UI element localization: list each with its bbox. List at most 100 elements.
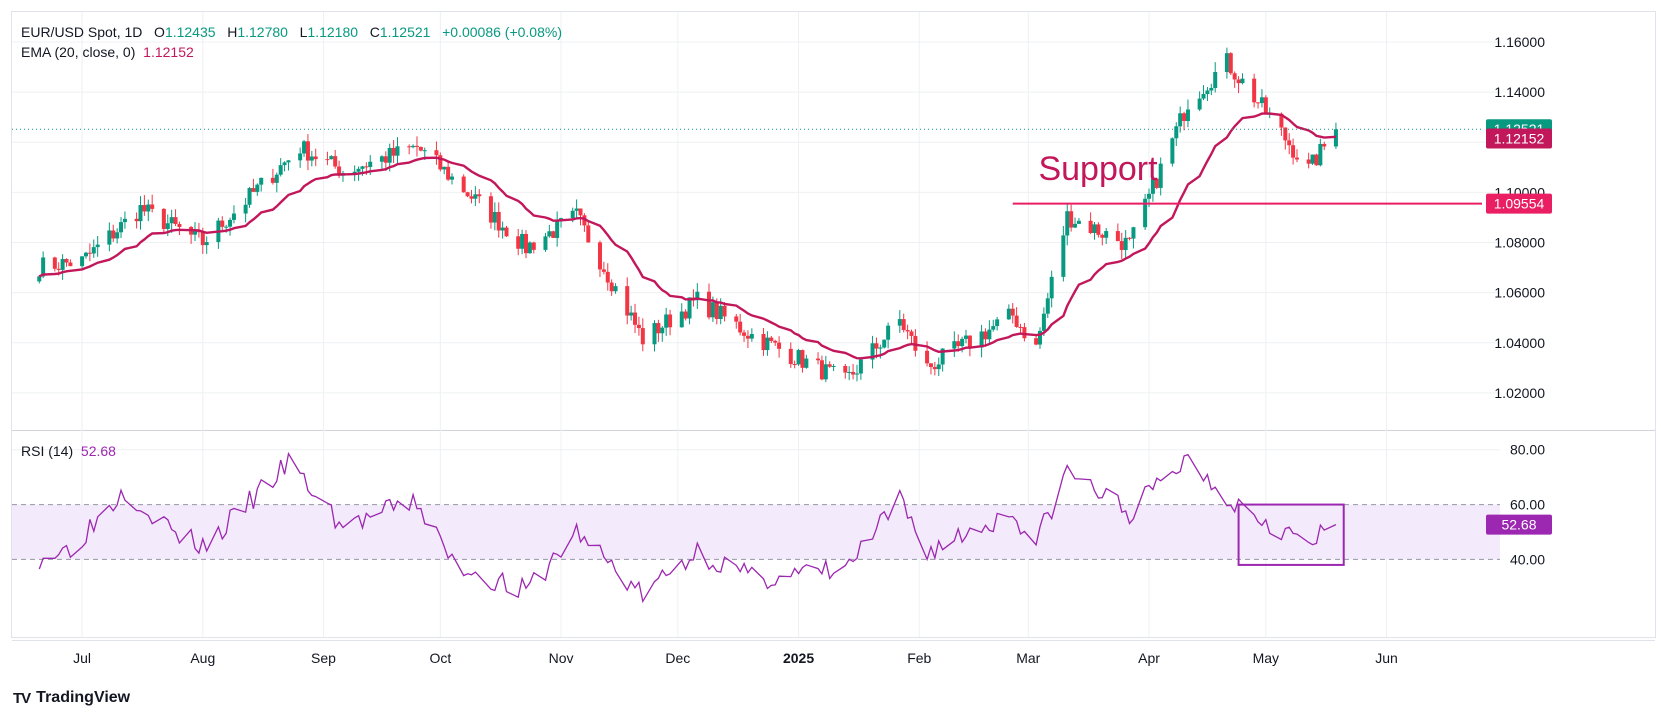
candle-body (325, 159, 330, 161)
candle-body (1014, 315, 1019, 327)
candle-body (1131, 227, 1136, 239)
chart-frame (11, 11, 1656, 638)
candle-body (107, 230, 112, 245)
candle-body (734, 316, 739, 322)
candle-body (913, 335, 918, 351)
candle-body (414, 145, 419, 147)
candle-body (352, 171, 357, 174)
candle-body (1119, 241, 1124, 250)
price-tick-label: 1.16000 (1494, 34, 1545, 50)
candle-body (1158, 163, 1163, 188)
candle-body (831, 365, 836, 367)
candle-body (111, 230, 116, 239)
candle-body (687, 297, 692, 319)
symbol-legend: EUR/USD Spot, 1D O1.12435 H1.12780 L1.12… (21, 24, 562, 40)
candle-body (979, 331, 984, 348)
candle-body (967, 335, 972, 348)
candle-body (255, 184, 260, 192)
candle-body (854, 373, 859, 375)
candle-body (1049, 276, 1054, 299)
candle-body (305, 141, 310, 161)
candle-body (1115, 231, 1120, 242)
candle-body (769, 337, 774, 341)
candle-body (1010, 308, 1015, 316)
candle-body (1174, 126, 1179, 139)
rsi-value: 52.68 (80, 443, 116, 459)
candle-body (204, 242, 209, 246)
candle-body (1197, 98, 1202, 110)
candle-body (56, 268, 61, 270)
candle-body (683, 311, 688, 319)
rsi-tick-label: 80.00 (1510, 442, 1545, 458)
candle-body (80, 256, 85, 267)
candle-body (173, 217, 178, 224)
candle-body (228, 219, 233, 227)
candle-body (387, 147, 392, 163)
candle-body (41, 257, 46, 277)
candle-body (823, 364, 828, 380)
candle-body (270, 177, 275, 183)
candle-body (165, 223, 170, 229)
candle-body (496, 212, 501, 231)
candle-body (520, 233, 525, 249)
candle-body (313, 156, 318, 160)
candle-body (819, 360, 824, 380)
candle-body (177, 223, 182, 227)
candle-body (407, 146, 412, 148)
candle-body (1256, 102, 1261, 104)
candle-body (827, 364, 832, 367)
candle-body (710, 302, 715, 318)
candle-body (909, 331, 914, 336)
candle-body (609, 282, 614, 292)
candle-body (438, 155, 443, 170)
candle-body (987, 329, 992, 340)
rsi-highlight-box (1237, 503, 1345, 566)
time-tick-label: 2025 (783, 650, 814, 666)
candle-body (1100, 234, 1105, 238)
candle-body (142, 205, 147, 212)
tradingview-logo[interactable]: TV TradingView (13, 689, 130, 707)
candle-body (247, 188, 252, 205)
candle-body (1018, 326, 1023, 328)
candle-body (664, 314, 669, 328)
candle-body (1034, 338, 1039, 345)
candle-body (1092, 224, 1097, 234)
candle-body (886, 325, 891, 340)
candle-body (231, 213, 236, 220)
candle-body (543, 236, 548, 250)
time-axis: Jul Aug Sep Oct Nov Dec 2025 Feb Mar Apr May Jun (73, 650, 1398, 666)
candle-body (816, 358, 821, 361)
candle-body (391, 147, 396, 156)
candle-body (1045, 298, 1050, 314)
rsi-value-tag (1486, 514, 1552, 535)
candle-body (843, 365, 848, 373)
candle-body (492, 212, 497, 223)
candle-body (991, 326, 996, 330)
candle-body (925, 350, 930, 364)
candle-body (527, 242, 532, 254)
candle-body (200, 232, 205, 246)
candle-body (1147, 193, 1152, 199)
candle-body (1306, 159, 1311, 164)
time-tick-label: Feb (907, 650, 931, 666)
candle-body (660, 327, 665, 334)
candle-body (1213, 72, 1218, 88)
ema-value: 1.12152 (143, 44, 194, 60)
candle-body (901, 319, 906, 331)
candle-body (804, 358, 809, 368)
candle-body (477, 194, 482, 197)
candle-body (547, 231, 552, 237)
price-tick-label: 1.14000 (1494, 84, 1545, 100)
candle-body (1123, 237, 1128, 250)
candle-body (1232, 73, 1237, 80)
time-tick-label: May (1253, 650, 1279, 666)
candle-body (773, 340, 778, 343)
candle-body (473, 194, 478, 199)
candle-body (668, 314, 673, 328)
tradingview-mark-icon: TV (13, 689, 31, 707)
candle-body (964, 335, 969, 339)
candle-body (582, 215, 587, 226)
candle-body (516, 236, 521, 249)
candle-body (905, 330, 910, 332)
